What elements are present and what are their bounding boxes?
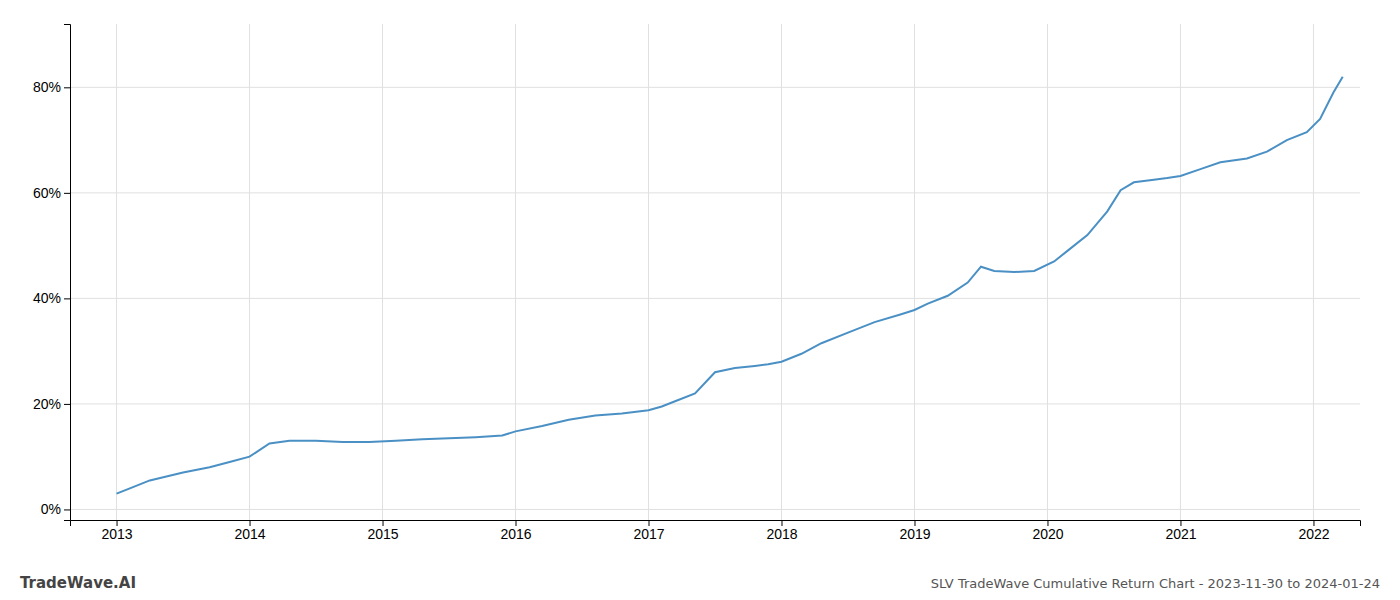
grid-line-x: [249, 24, 250, 520]
grid-line-x: [781, 24, 782, 520]
annotation: TradeWave.AI: [20, 574, 136, 592]
grid-line-x: [1180, 24, 1181, 520]
x-tick-label: 2018: [766, 526, 797, 542]
y-tick: 60%: [33, 185, 70, 201]
y-tick-mark: [64, 193, 70, 194]
x-tick-label: 2013: [101, 526, 132, 542]
x-tick-label: 2019: [899, 526, 930, 542]
y-tick-label: 40%: [33, 290, 61, 306]
title: SLV TradeWave Cumulative Return Chart - …: [931, 576, 1380, 591]
grid-line-y: [70, 298, 1360, 299]
x-tick-label: 2021: [1165, 526, 1196, 542]
grid-line-x: [116, 24, 117, 520]
y-tick-label: 60%: [33, 185, 61, 201]
grid-line-y: [70, 192, 1360, 193]
y-tick-mark: [64, 87, 70, 88]
x-tick: 2018: [766, 520, 797, 542]
grid-line-x: [1047, 24, 1048, 520]
line: [117, 77, 1343, 494]
grid-line-y: [70, 509, 1360, 510]
y-axis: 0% 20% 40% 60% 80%: [33, 25, 71, 521]
x-tick-label: 2014: [234, 526, 265, 542]
grid-line-x: [515, 24, 516, 520]
y-tick-label: 80%: [33, 79, 61, 95]
x-tick: 2016: [500, 520, 531, 542]
y-tick-mark: [64, 298, 70, 299]
grid-line-x: [648, 24, 649, 520]
x-tick-label: 2016: [500, 526, 531, 542]
x-tick: 2019: [899, 520, 930, 542]
x-tick: 2013: [101, 520, 132, 542]
y-tick-mark: [64, 404, 70, 405]
x-tick: 2017: [633, 520, 664, 542]
x-tick: 2014: [234, 520, 265, 542]
marks: [117, 77, 1343, 494]
x-tick: 2015: [367, 520, 398, 542]
grid-line-x: [382, 24, 383, 520]
y-tick: 0%: [41, 501, 70, 517]
grid: [70, 24, 1360, 520]
y-tick: 40%: [33, 290, 70, 306]
y-tick-label: 0%: [41, 501, 61, 517]
y-tick-label: 20%: [33, 396, 61, 412]
plot: 2013 2014 2015 2016 2017 2018 2019 2020 2021 2022…: [33, 24, 1361, 542]
grid-line-y: [70, 403, 1360, 404]
y-tick-mark: [64, 509, 70, 510]
x-tick: 2020: [1032, 520, 1063, 542]
grid-line-x: [914, 24, 915, 520]
x-tick: 2021: [1165, 520, 1196, 542]
x-tick-label: 2022: [1298, 526, 1329, 542]
y-tick: 20%: [33, 396, 70, 412]
grid-line-y: [70, 87, 1360, 88]
x-axis: 2013 2014 2015 2016 2017 2018 2019 2020 2021 2022: [71, 520, 1361, 542]
x-tick-label: 2020: [1032, 526, 1063, 542]
x-tick: 2022: [1298, 520, 1329, 542]
x-tick-label: 2017: [633, 526, 664, 542]
y-axis-line: [64, 25, 71, 521]
x-tick-label: 2015: [367, 526, 398, 542]
y-tick: 80%: [33, 79, 70, 95]
chart: 2013 2014 2015 2016 2017 2018 2019 2020 2021 2022…: [0, 0, 1400, 600]
grid-line-x: [1313, 24, 1314, 520]
